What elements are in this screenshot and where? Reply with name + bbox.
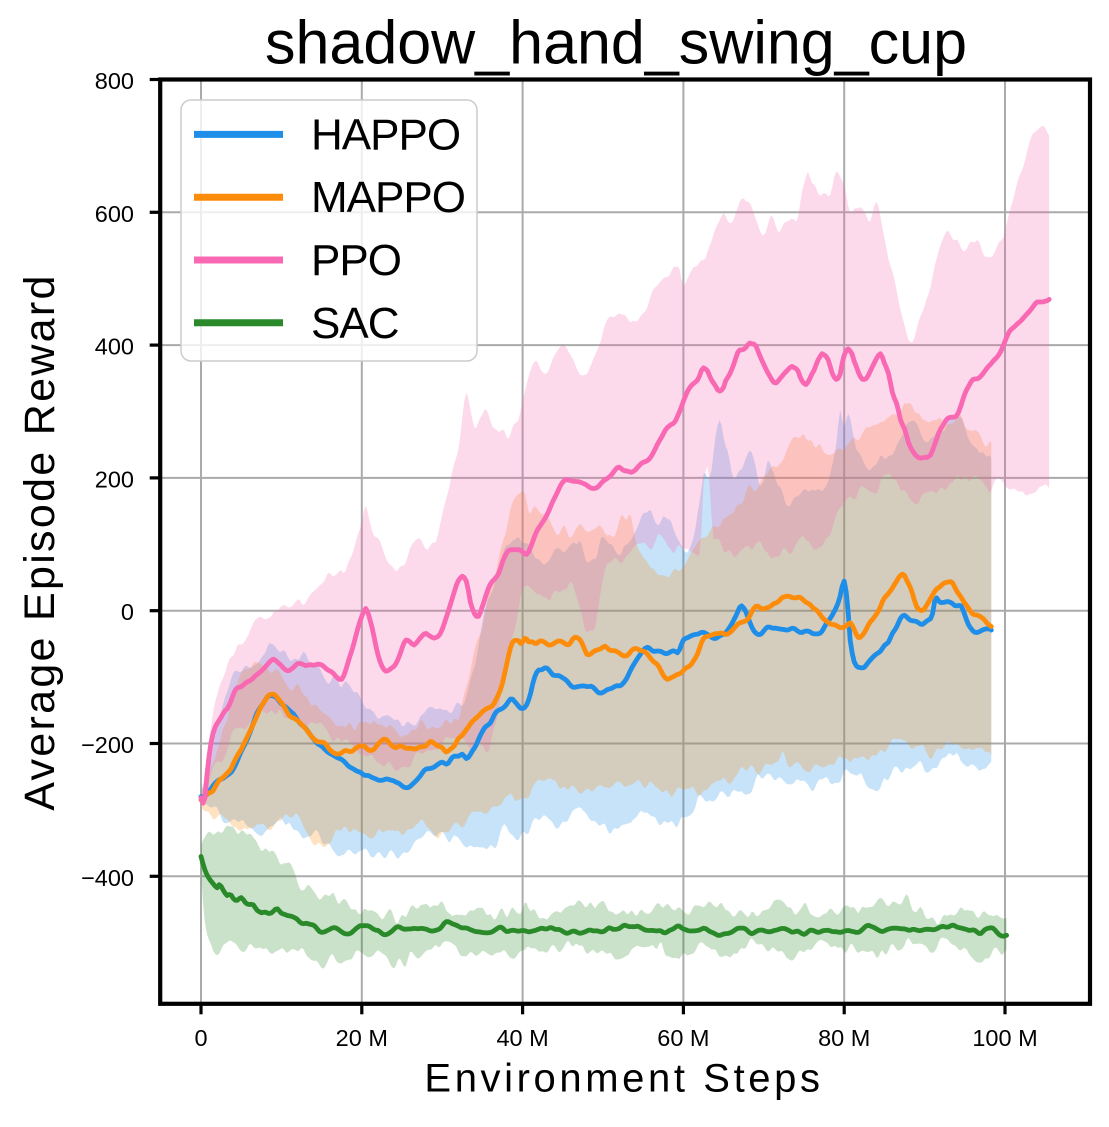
svg-text:MAPPO: MAPPO [311,173,465,222]
svg-text:SAC: SAC [311,299,399,348]
svg-text:0: 0 [194,1025,207,1051]
svg-text:40 M: 40 M [496,1025,548,1051]
svg-text:80 M: 80 M [818,1025,870,1051]
svg-text:20 M: 20 M [336,1025,388,1051]
svg-text:600: 600 [95,201,134,227]
svg-text:HAPPO: HAPPO [311,110,460,159]
svg-text:400: 400 [95,334,134,360]
svg-text:PPO: PPO [311,236,401,285]
svg-text:200: 200 [95,466,134,492]
svg-text:−400: −400 [81,865,134,891]
svg-text:60 M: 60 M [657,1025,709,1051]
svg-text:shadow_hand_swing_cup: shadow_hand_swing_cup [265,8,967,76]
svg-text:Average Episode Reward: Average Episode Reward [16,273,64,810]
svg-text:0: 0 [121,599,134,625]
svg-text:100 M: 100 M [972,1025,1037,1051]
svg-text:Environment Steps: Environment Steps [424,1057,823,1101]
svg-text:−200: −200 [81,732,134,758]
svg-text:800: 800 [95,68,134,94]
